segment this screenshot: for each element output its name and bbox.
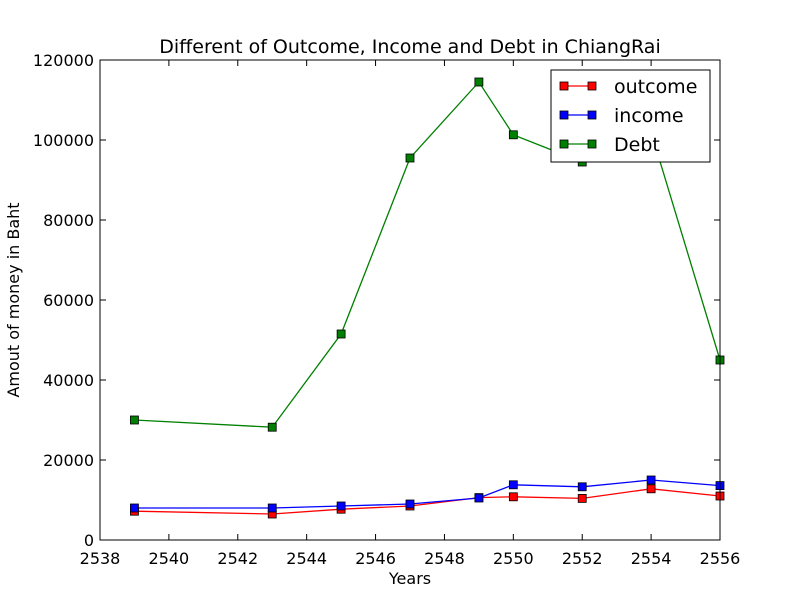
data-point-income xyxy=(508,480,518,490)
data-point-debt xyxy=(508,130,518,140)
legend-marker xyxy=(587,81,597,91)
series-line-outcome xyxy=(134,488,721,515)
x-tick-label: 2538 xyxy=(80,549,121,568)
data-point-income xyxy=(130,503,139,513)
y-tick-label: 60000 xyxy=(43,291,94,310)
legend: outcome income Debt xyxy=(550,69,711,163)
y-axis: 0 20000 40000 60000 80000 100000 120000 xyxy=(33,51,720,550)
x-tick-label: 2548 xyxy=(424,549,465,568)
legend-box xyxy=(550,69,711,163)
data-point-debt xyxy=(405,153,415,163)
legend-marker xyxy=(559,110,569,120)
data-point-outcome xyxy=(577,493,587,503)
data-point-outcome xyxy=(646,484,656,494)
data-point-income xyxy=(405,499,415,509)
data-point-income xyxy=(577,482,587,492)
data-point-debt xyxy=(474,77,484,87)
x-axis-label: Years xyxy=(388,569,431,588)
x-tick-label: 2554 xyxy=(631,549,672,568)
x-tick-label: 2540 xyxy=(149,549,190,568)
y-tick-label: 100000 xyxy=(33,131,94,150)
y-tick-label: 80000 xyxy=(43,211,94,230)
x-tick-label: 2552 xyxy=(562,549,603,568)
x-tick-label: 2546 xyxy=(355,549,396,568)
x-tick-label: 2544 xyxy=(286,549,327,568)
legend-marker xyxy=(559,81,569,91)
x-tick-label: 2556 xyxy=(700,549,741,568)
legend-label-outcome: outcome xyxy=(614,76,697,98)
y-tick-label: 40000 xyxy=(43,371,94,390)
legend-marker xyxy=(587,110,597,120)
legend-marker xyxy=(587,139,597,149)
data-point-outcome xyxy=(508,492,518,502)
y-tick-label: 120000 xyxy=(33,51,94,70)
x-tick-label: 2542 xyxy=(217,549,258,568)
chart-title: Different of Outcome, Income and Debt in… xyxy=(159,36,660,58)
data-point-income xyxy=(267,503,277,513)
legend-label-income: income xyxy=(614,105,684,127)
y-axis-label: Amout of money in Baht xyxy=(4,202,23,397)
data-point-debt xyxy=(267,422,277,432)
y-tick-label: 20000 xyxy=(43,451,94,470)
x-axis: 2538 2540 2542 2544 2546 2548 2550 2552 2554 2556 xyxy=(80,60,741,568)
data-point-debt xyxy=(336,329,346,339)
data-point-debt xyxy=(130,415,139,425)
y-tick-label: 0 xyxy=(84,531,94,550)
data-point-income xyxy=(474,493,484,503)
legend-marker xyxy=(559,139,569,149)
legend-label-debt: Debt xyxy=(614,134,660,156)
x-tick-label: 2550 xyxy=(493,549,534,568)
data-point-income xyxy=(336,501,346,511)
data-point-income xyxy=(646,475,656,485)
